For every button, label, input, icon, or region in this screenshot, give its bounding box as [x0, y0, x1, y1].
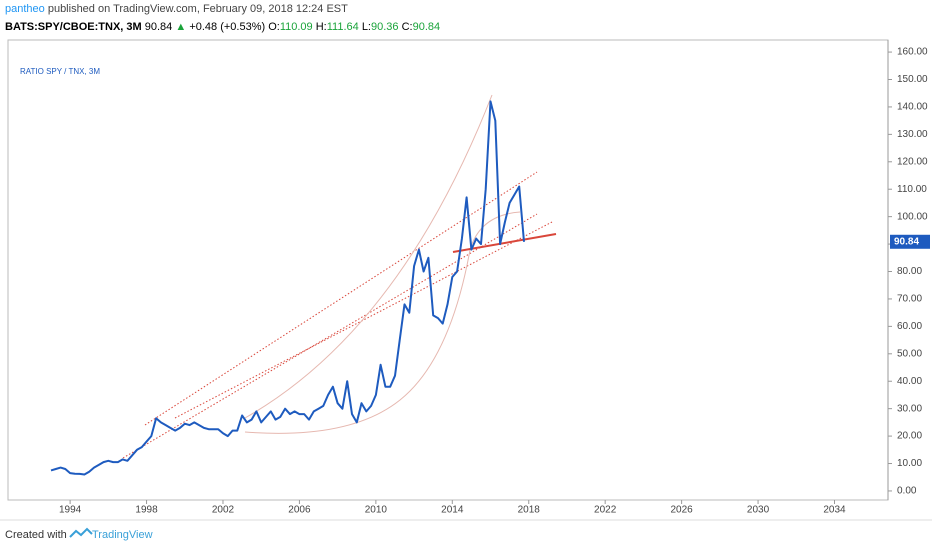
- x-tick-label: 2006: [288, 505, 311, 516]
- logo: [69, 527, 93, 538]
- c-label: C:: [402, 21, 413, 33]
- y-tick-label: 160.00: [897, 47, 928, 58]
- y-tick-label: 30.00: [897, 403, 922, 414]
- x-tick-label: 2026: [670, 505, 693, 516]
- x-tick-label: 1994: [59, 505, 82, 516]
- arc: [244, 211, 521, 434]
- header-line: pantheo published on TradingView.com, Fe…: [5, 3, 348, 15]
- support-line: [452, 233, 557, 253]
- x-tick-label: 2022: [594, 505, 617, 516]
- o: 110.09: [280, 21, 313, 33]
- published: published on TradingView.com, February 0…: [48, 3, 348, 15]
- y-tick-label: 140.00: [897, 102, 928, 113]
- x-tick-label: 2018: [518, 505, 541, 516]
- price-line: [50, 100, 525, 476]
- change: +0.48 (+0.53%): [189, 21, 265, 33]
- channel-line: [122, 213, 538, 459]
- y-tick-label: 40.00: [897, 376, 922, 387]
- arrow: ▲: [175, 21, 186, 33]
- h: 111.64: [327, 21, 359, 33]
- footer-brand[interactable]: TradingView: [92, 529, 153, 541]
- l-label: L:: [362, 21, 371, 33]
- x-tick-label: 2030: [747, 505, 770, 516]
- y-tick-label: 130.00: [897, 129, 928, 140]
- y-tick-label: 50.00: [897, 348, 922, 359]
- y-tick-label: 20.00: [897, 431, 922, 442]
- y-tick-label: 80.00: [897, 266, 922, 277]
- y-tick-label: 60.00: [897, 321, 922, 332]
- y-tick-label: 120.00: [897, 156, 928, 167]
- o-label: O:: [268, 21, 280, 33]
- last: 90.84: [145, 21, 173, 33]
- symbol: BATS:SPY/CBOE:TNX, 3M: [5, 21, 142, 33]
- symbol-line: BATS:SPY/CBOE:TNX, 3M 90.84 ▲ +0.48 (+0.…: [5, 21, 440, 33]
- channel-line: [174, 221, 553, 419]
- y-tick-label: 110.00: [897, 184, 927, 195]
- x-tick-label: 2002: [212, 505, 235, 516]
- last-value-box: [890, 234, 930, 249]
- last-value-label: 90.84: [894, 236, 919, 247]
- c: 90.84: [413, 21, 441, 33]
- y-tick-label: 10.00: [897, 458, 922, 469]
- x-tick-label: 2010: [365, 505, 388, 516]
- h-label: H:: [316, 21, 327, 33]
- l: 90.36: [371, 21, 399, 33]
- y-tick-label: 150.00: [897, 74, 928, 85]
- x-tick-label: 1998: [135, 505, 158, 516]
- channel-line: [144, 171, 538, 426]
- y-tick-label: 100.00: [897, 211, 928, 222]
- drawings: [122, 94, 557, 459]
- x-tick-label: 2014: [441, 505, 464, 516]
- y-tick-label: 0.00: [897, 486, 917, 497]
- arc: [244, 94, 493, 419]
- author[interactable]: pantheo: [5, 3, 45, 15]
- footer-created: Created with: [5, 529, 67, 541]
- x-tick-label: 2034: [823, 505, 846, 516]
- y-tick-label: 70.00: [897, 294, 922, 305]
- chart-title: RATIO SPY / TNX, 3M: [20, 67, 100, 76]
